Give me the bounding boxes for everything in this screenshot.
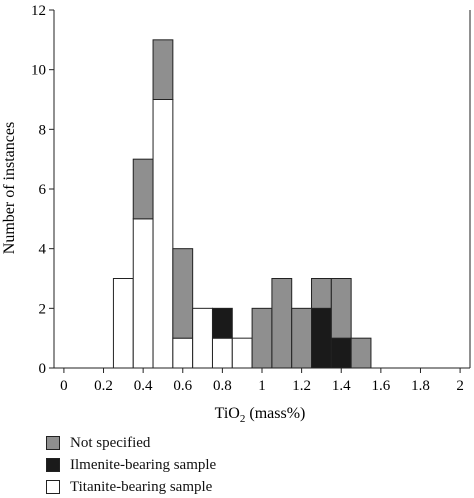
bar-segment — [311, 307, 332, 369]
bar-segment — [251, 307, 273, 369]
x-tick-label: 2 — [456, 378, 464, 394]
y-axis-label: Number of instances — [1, 122, 18, 254]
bar-segment — [311, 278, 332, 309]
legend-swatch — [46, 458, 60, 472]
bar-segment — [152, 99, 174, 369]
bar-segment — [172, 337, 194, 369]
legend: Not specified Ilmenite-bearing sample Ti… — [46, 432, 216, 498]
bar-segment — [211, 307, 233, 339]
x-tick-label: 0.8 — [213, 378, 232, 394]
bar-segment — [192, 307, 213, 369]
y-tick-label: 12 — [31, 3, 46, 19]
legend-label: Ilmenite-bearing sample — [70, 456, 217, 473]
legend-label: Not specified — [70, 434, 151, 451]
x-tick-label: 0.4 — [134, 378, 153, 394]
legend-item-not-specified: Not specified — [46, 432, 216, 454]
histogram-chart: 0 2 4 6 8 10 12 0 0.2 0.4 0.6 0.8 1 1.2 1.4 1.6 1.8 2 TiO… — [1, 3, 471, 425]
bar-segment — [271, 278, 293, 369]
bar-segment — [132, 158, 154, 220]
x-tick-label: 1.2 — [292, 378, 311, 394]
x-tick-label: 0 — [60, 378, 68, 394]
x-axis-label: TiO2 (mass%) — [215, 405, 306, 425]
y-tick-label: 8 — [39, 122, 47, 138]
x-tick-label: 1 — [258, 378, 266, 394]
bar-segment — [291, 307, 313, 369]
bar-segment — [152, 39, 174, 100]
bar-segment — [112, 278, 134, 369]
legend-item-titanite: Titanite-bearing sample — [46, 476, 216, 498]
plot-area: 0 2 4 6 8 10 12 0 0.2 0.4 0.6 0.8 1 1.2 1.4 1.6 1.8 2 — [31, 3, 471, 394]
bar-segment — [350, 337, 372, 369]
bar-segment — [132, 218, 154, 369]
legend-label: Titanite-bearing sample — [70, 478, 213, 495]
y-tick-label: 4 — [39, 242, 47, 258]
bar-segment — [211, 337, 233, 369]
y-tick-label: 6 — [39, 182, 47, 198]
y-tick-label: 10 — [31, 63, 46, 79]
bar-segment — [330, 337, 352, 369]
x-tick-label: 1.8 — [411, 378, 430, 394]
legend-item-ilmenite: Ilmenite-bearing sample — [46, 454, 216, 476]
x-tick-label: 0.2 — [94, 378, 113, 394]
bar-segment — [330, 278, 352, 339]
bar-segment — [172, 248, 194, 339]
x-tick-label: 1.6 — [371, 378, 390, 394]
x-tick-label: 1.4 — [332, 378, 351, 394]
x-tick-label: 0.6 — [173, 378, 192, 394]
legend-swatch — [46, 480, 60, 494]
y-tick-label: 0 — [39, 361, 47, 377]
y-tick-label: 2 — [39, 301, 47, 317]
bar-segment — [231, 337, 253, 369]
legend-swatch — [46, 436, 60, 450]
